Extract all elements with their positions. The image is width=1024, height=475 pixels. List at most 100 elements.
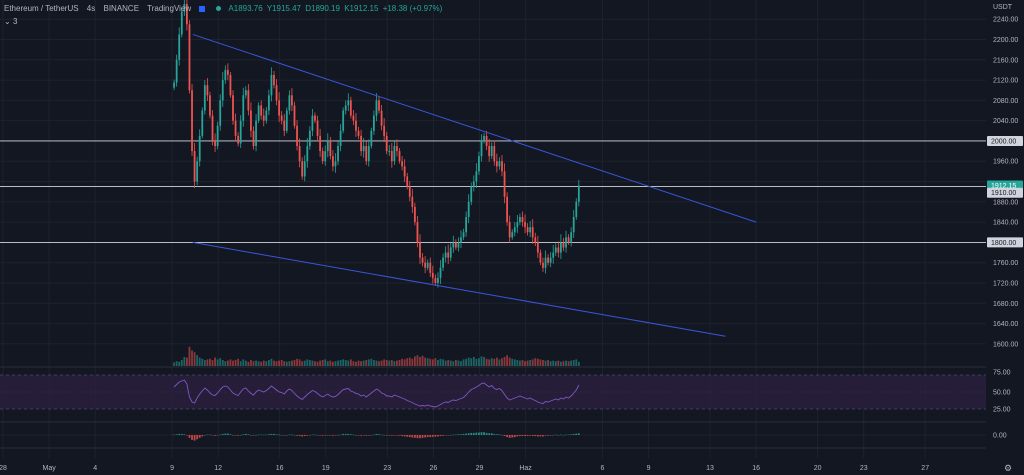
- macd-bar: [280, 435, 283, 436]
- macd-bar: [319, 435, 322, 436]
- candle-down: [406, 176, 409, 187]
- volume-bar: [470, 358, 473, 366]
- time-tick: 16: [276, 465, 284, 472]
- candle-up: [388, 151, 391, 153]
- interval-label[interactable]: 4s: [86, 4, 96, 13]
- candle-up: [334, 161, 337, 167]
- volume-bar: [280, 360, 283, 366]
- macd-bar: [239, 435, 242, 436]
- candle-up: [198, 135, 201, 162]
- candle-down: [506, 196, 509, 223]
- studies-toggle[interactable]: ⌄ 3: [4, 17, 17, 26]
- candle-down: [237, 135, 240, 144]
- volume-bar: [232, 360, 234, 366]
- macd-bar: [380, 434, 383, 436]
- volume-bar: [380, 360, 383, 366]
- candle-up: [444, 252, 447, 258]
- candle-down: [278, 100, 281, 116]
- candle-down: [396, 146, 398, 152]
- macd-bar: [367, 435, 370, 436]
- price-tick: 1840.00: [993, 220, 1018, 227]
- volume-bar: [408, 357, 411, 366]
- macd-bar: [460, 434, 462, 435]
- macd-bar: [575, 433, 578, 435]
- flag-icon[interactable]: [199, 6, 206, 12]
- price-unit: USDT: [993, 4, 1013, 11]
- volume-bar: [293, 360, 296, 366]
- candle-down: [252, 130, 255, 147]
- candle-down: [383, 125, 386, 136]
- volume-bar: [239, 361, 242, 366]
- macd-bar: [314, 434, 316, 436]
- macd-bar: [221, 433, 224, 435]
- macd-bar: [560, 434, 562, 436]
- candle-up: [373, 115, 375, 131]
- volume-bar: [250, 360, 252, 366]
- candle-up: [483, 135, 485, 141]
- macd-bar: [452, 434, 455, 436]
- rsi-tick: 50.00: [993, 390, 1011, 397]
- macd-bar: [465, 433, 468, 435]
- volume-bar: [513, 359, 516, 366]
- symbol-title[interactable]: Ethereum / TetherUS: [4, 4, 79, 13]
- candle-down: [526, 227, 529, 233]
- candle-up: [311, 115, 314, 131]
- volume-bar: [214, 357, 216, 366]
- price-tick: 1680.00: [993, 301, 1018, 308]
- candle-down: [508, 222, 511, 238]
- macd-bar: [554, 434, 557, 436]
- volume-bar: [244, 360, 247, 366]
- volume-bar: [419, 357, 421, 366]
- candle-up: [472, 181, 475, 187]
- volume-bar: [424, 357, 427, 366]
- volume-bar: [332, 361, 334, 366]
- candle-up: [344, 105, 347, 111]
- volume-bar: [529, 360, 532, 366]
- volume-bar: [201, 358, 204, 366]
- candle-up: [201, 110, 204, 136]
- macd-bar: [288, 434, 291, 436]
- macd-bar: [232, 435, 234, 436]
- macd-bar: [431, 435, 434, 437]
- macd-bar: [267, 434, 270, 435]
- volume-bar: [562, 361, 565, 366]
- macd-bar: [262, 434, 265, 436]
- macd-bar: [519, 435, 521, 437]
- candle-down: [280, 115, 283, 121]
- candle-down: [485, 135, 488, 147]
- candle-down: [503, 171, 506, 197]
- macd-bar: [388, 435, 391, 436]
- macd-bar: [370, 435, 373, 436]
- time-tick: 12: [214, 465, 222, 472]
- time-axis[interactable]: 28 May 4 9 12 16 19 23 26 29 Haz 6 9 13 16 20 23 27: [0, 465, 929, 472]
- macd-bar: [485, 432, 488, 435]
- macd-bar: [572, 433, 575, 435]
- chevron-down-icon: ⌄: [4, 17, 13, 26]
- candle-up: [516, 222, 519, 228]
- candle-up: [303, 161, 306, 177]
- rsi-band: [0, 375, 986, 409]
- macd-bar: [434, 435, 437, 437]
- price-tick: 1600.00: [993, 341, 1018, 348]
- candle-up: [465, 217, 468, 233]
- volume-bar: [273, 360, 275, 366]
- candle-up: [565, 237, 567, 248]
- macd-bar: [316, 435, 319, 436]
- volume-bar: [501, 358, 503, 366]
- macd-histogram: [0, 432, 986, 441]
- candle-down: [501, 161, 503, 172]
- volume-bar: [252, 361, 255, 366]
- candle-up: [529, 227, 532, 233]
- price-tick: 2160.00: [993, 57, 1018, 64]
- volume-bar: [342, 359, 345, 366]
- gear-icon[interactable]: ⚙: [1004, 463, 1013, 473]
- volume-bar: [429, 358, 432, 366]
- macd-bar: [373, 434, 375, 436]
- volume-bar: [565, 360, 567, 366]
- volume-bar: [319, 360, 322, 366]
- macd-bar: [244, 433, 247, 435]
- volume-bar: [216, 359, 219, 366]
- macd-bar: [196, 435, 199, 440]
- macd-bar: [349, 434, 352, 435]
